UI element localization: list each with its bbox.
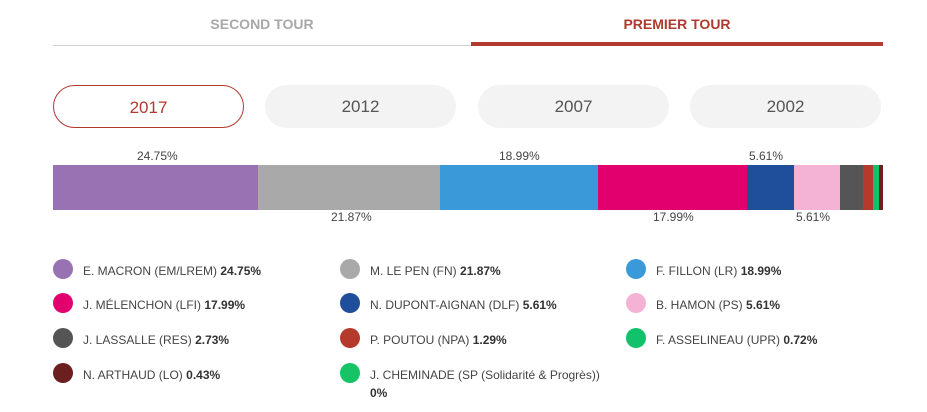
legend-dot xyxy=(53,259,73,279)
legend-name: J. LASSALLE (RES) xyxy=(83,333,192,347)
legend-item-hamon: B. HAMON (PS) 5.61% xyxy=(626,293,781,314)
legend-name: N. DUPONT-AIGNAN (DLF) xyxy=(370,298,520,312)
bar-label-melenchon: 17.99% xyxy=(653,210,694,224)
legend-item-melenchon: J. MÉLENCHON (LFI) 17.99% xyxy=(53,293,246,314)
bar-segment-3[interactable] xyxy=(597,165,747,210)
legend-item-dupont: N. DUPONT-AIGNAN (DLF) 5.61% xyxy=(340,293,557,314)
legend-pct: 5.61% xyxy=(746,298,781,312)
bar-segment-5[interactable] xyxy=(793,165,841,210)
legend-name: P. POUTOU (NPA) xyxy=(370,333,470,347)
legend-item-cheminade: J. CHEMINADE (SP (Solidarité & Progrès))… xyxy=(340,363,640,402)
legend-dot xyxy=(53,363,73,383)
legend-item-lassalle: J. LASSALLE (RES) 2.73% xyxy=(53,328,230,349)
bar-segment-6[interactable] xyxy=(840,165,863,210)
legend-item-asselineau: F. ASSELINEAU (UPR) 0.72% xyxy=(626,328,818,349)
legend-dot xyxy=(53,293,73,313)
legend-pct: 17.99% xyxy=(204,298,246,312)
bar-segment-8[interactable] xyxy=(873,165,880,210)
bar-segment-0[interactable] xyxy=(53,165,259,210)
bar-label-dupont: 5.61% xyxy=(749,149,784,163)
bar-segment-9[interactable] xyxy=(879,165,883,210)
legend-pct: 0.43% xyxy=(186,368,221,382)
legend-dot xyxy=(53,328,73,348)
round-tabs: SECOND TOUR PREMIER TOUR xyxy=(53,0,883,46)
year-selector: 2017 2012 2007 2002 xyxy=(53,85,883,129)
bar-label-macron: 24.75% xyxy=(137,149,178,163)
legend-name: E. MACRON (EM/LREM) xyxy=(83,264,218,278)
bar-label-lepen: 21.87% xyxy=(331,210,372,224)
bar-segment-2[interactable] xyxy=(439,165,598,210)
legend-pct: 2.73% xyxy=(195,333,230,347)
year-button-2002[interactable]: 2002 xyxy=(690,85,881,128)
legend-dot xyxy=(626,328,646,348)
legend-name: N. ARTHAUD (LO) xyxy=(83,368,183,382)
legend-dot xyxy=(340,259,360,279)
year-button-2017[interactable]: 2017 xyxy=(53,85,244,128)
legend-name: F. FILLON (LR) xyxy=(656,264,738,278)
legend-pct: 18.99% xyxy=(740,264,782,278)
year-button-2012[interactable]: 2012 xyxy=(265,85,456,128)
legend-name: M. LE PEN (FN) xyxy=(370,264,457,278)
legend-dot xyxy=(340,363,360,383)
legend-dot xyxy=(340,293,360,313)
legend-pct: 21.87% xyxy=(460,264,501,278)
legend-pct: 24.75% xyxy=(220,264,262,278)
legend-name: F. ASSELINEAU (UPR) xyxy=(656,333,781,347)
legend-pct: 1.29% xyxy=(472,333,507,347)
results-stacked-bar xyxy=(53,165,883,210)
tab-premier-tour[interactable]: PREMIER TOUR xyxy=(471,0,883,46)
tab-second-tour[interactable]: SECOND TOUR xyxy=(53,0,471,46)
bar-label-fillon: 18.99% xyxy=(499,149,540,163)
legend-dot xyxy=(340,328,360,348)
bar-segment-1[interactable] xyxy=(258,165,440,210)
bar-segment-7[interactable] xyxy=(862,165,874,210)
legend-name: B. HAMON (PS) xyxy=(656,298,743,312)
bar-label-hamon: 5.61% xyxy=(796,210,831,224)
legend-pct: 5.61% xyxy=(522,298,557,312)
bar-segment-4[interactable] xyxy=(746,165,794,210)
legend-dot xyxy=(626,259,646,279)
legend-name: J. MÉLENCHON (LFI) xyxy=(83,298,202,312)
legend-item-macron: E. MACRON (EM/LREM) 24.75% xyxy=(53,259,262,280)
legend-item-fillon: F. FILLON (LR) 18.99% xyxy=(626,259,782,280)
legend-pct: 0.72% xyxy=(783,333,818,347)
year-button-2007[interactable]: 2007 xyxy=(478,85,669,128)
legend-item-poutou: P. POUTOU (NPA) 1.29% xyxy=(340,328,507,349)
legend-name: J. CHEMINADE (SP (Solidarité & Progrès)) xyxy=(370,368,600,382)
legend-pct: 0% xyxy=(370,386,388,400)
legend-item-lepen: M. LE PEN (FN) 21.87% xyxy=(340,259,501,280)
legend-dot xyxy=(626,293,646,313)
legend-item-arthaud: N. ARTHAUD (LO) 0.43% xyxy=(53,363,221,384)
